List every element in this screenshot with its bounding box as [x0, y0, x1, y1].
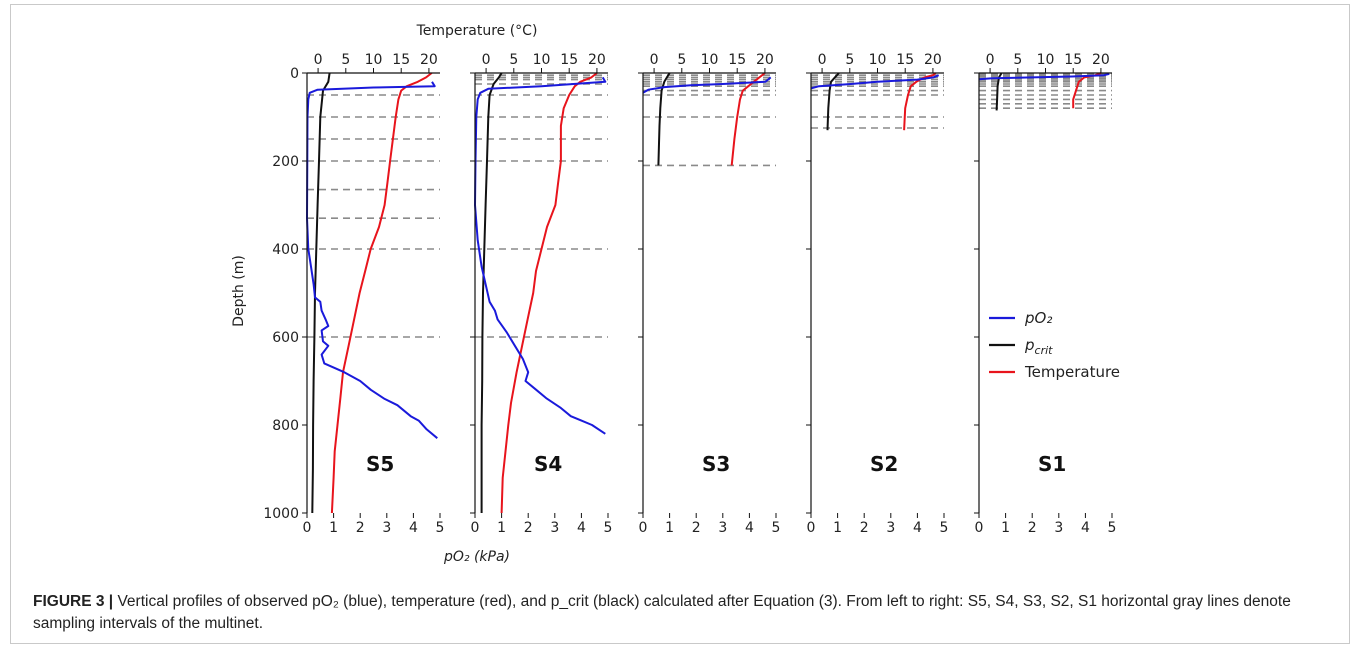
temperature-line — [330, 72, 433, 514]
top-tick-label: 10 — [869, 52, 887, 68]
bottom-tick-label: 3 — [718, 520, 727, 536]
bottom-tick-label: 0 — [639, 520, 648, 536]
top-tick-label: 15 — [728, 52, 746, 68]
bottom-tick-label: 3 — [550, 520, 559, 536]
top-tick-label: 0 — [650, 52, 659, 68]
top-tick-label: 5 — [341, 52, 350, 68]
top-tick-label: 5 — [509, 52, 518, 68]
bottom-tick-label: 5 — [604, 520, 613, 536]
bottom-tick-label: 2 — [860, 520, 869, 536]
panel-s2: 0 5 10 15 20 0 1 2 3 4 5 S2 — [806, 52, 948, 536]
station-label: S3 — [702, 452, 730, 476]
station-label: S1 — [1038, 452, 1066, 476]
bottom-tick-label: 4 — [913, 520, 922, 536]
top-tick-label: 20 — [588, 52, 606, 68]
po2-line — [306, 81, 438, 439]
bottom-tick-label: 3 — [1054, 520, 1063, 536]
bottom-tick-label: 2 — [524, 520, 533, 536]
bottom-tick-label: 0 — [807, 520, 816, 536]
top-tick-label: 10 — [533, 52, 551, 68]
bottom-tick-label: 1 — [1001, 520, 1010, 536]
pcrit-line — [995, 72, 1003, 111]
top-tick-label: 15 — [560, 52, 578, 68]
bottom-tick-label: 3 — [382, 520, 391, 536]
station-label: S2 — [870, 452, 898, 476]
bottom-tick-label: 4 — [745, 520, 754, 536]
profiles-chart: Temperature (°C) pO₂ (kPa) Depth (m) 020… — [231, 23, 1120, 565]
pcrit-line — [657, 72, 671, 166]
bottom-tick-label: 1 — [329, 520, 338, 536]
legend-label: pcrit — [1024, 336, 1053, 357]
y-tick-label: 1000 — [263, 506, 299, 522]
panel-s1: 0 5 10 15 20 0 1 2 3 4 5 S1 — [974, 52, 1116, 536]
top-tick-label: 0 — [818, 52, 827, 68]
bottom-tick-label: 5 — [1108, 520, 1117, 536]
top-tick-label: 15 — [896, 52, 914, 68]
po2-line — [474, 76, 607, 435]
y-tick-label: 400 — [272, 242, 299, 258]
top-tick-label: 20 — [1092, 52, 1110, 68]
top-tick-label: 10 — [365, 52, 383, 68]
temperature-line — [500, 72, 598, 514]
top-tick-label: 20 — [756, 52, 774, 68]
station-label: S5 — [366, 452, 394, 476]
legend-label: pO₂ — [1024, 309, 1052, 327]
temperature-line — [730, 72, 766, 166]
bottom-tick-label: 0 — [471, 520, 480, 536]
bottom-tick-label: 0 — [303, 520, 312, 536]
bottom-tick-label: 1 — [665, 520, 674, 536]
bottom-tick-label: 4 — [577, 520, 586, 536]
bottom-tick-label: 2 — [1028, 520, 1037, 536]
top-tick-label: 15 — [1064, 52, 1082, 68]
bottom-axis-label: pO₂ (kPa) — [443, 549, 510, 565]
top-tick-label: 5 — [677, 52, 686, 68]
station-label: S4 — [534, 452, 562, 476]
po2-line — [642, 76, 772, 94]
caption-text: Vertical profiles of observed pO₂ (blue)… — [33, 593, 1291, 632]
y-tick-label: 600 — [272, 330, 299, 346]
top-axis-label: Temperature (°C) — [416, 23, 538, 39]
top-tick-label: 5 — [845, 52, 854, 68]
figure-frame: Temperature (°C) pO₂ (kPa) Depth (m) 0 20… — [10, 4, 1350, 644]
figure-label: FIGURE 3 | — [33, 593, 114, 610]
temperature-line — [903, 72, 937, 131]
panel-s4: 0 5 10 15 20 0 1 2 3 4 5 S4 — [470, 52, 612, 536]
bottom-tick-label: 4 — [409, 520, 418, 536]
po2-line — [978, 72, 1110, 81]
bottom-tick-label: 3 — [886, 520, 895, 536]
top-tick-label: 0 — [314, 52, 323, 68]
bottom-tick-label: 4 — [1081, 520, 1090, 536]
panel-s3: 0 5 10 15 20 0 1 2 3 4 5 S3 — [638, 52, 780, 536]
top-tick-label: 20 — [924, 52, 942, 68]
top-tick-label: 15 — [392, 52, 410, 68]
po2-line — [810, 74, 940, 90]
top-tick-label: 20 — [420, 52, 438, 68]
legend-label: Temperature — [1024, 363, 1120, 381]
top-tick-label: 10 — [1037, 52, 1055, 68]
bottom-tick-label: 2 — [356, 520, 365, 536]
figure-caption: FIGURE 3 | Vertical profiles of observed… — [33, 591, 1343, 635]
y-tick-label: 800 — [272, 418, 299, 434]
y-tick-label: 0 — [290, 66, 299, 82]
bottom-tick-label: 2 — [692, 520, 701, 536]
bottom-tick-label: 5 — [772, 520, 781, 536]
top-tick-label: 0 — [986, 52, 995, 68]
pcrit-line — [311, 72, 331, 514]
bottom-tick-label: 5 — [436, 520, 445, 536]
bottom-tick-label: 5 — [940, 520, 949, 536]
bottom-tick-label: 1 — [833, 520, 842, 536]
top-tick-label: 5 — [1013, 52, 1022, 68]
bottom-tick-label: 1 — [497, 520, 506, 536]
top-tick-label: 0 — [482, 52, 491, 68]
pcrit-line — [480, 72, 503, 513]
legend: pO₂ pcrit Temperature — [989, 309, 1120, 381]
top-tick-label: 10 — [701, 52, 719, 68]
y-tick-label: 200 — [272, 154, 299, 170]
bottom-tick-label: 0 — [975, 520, 984, 536]
y-axis-label: Depth (m) — [231, 255, 247, 327]
